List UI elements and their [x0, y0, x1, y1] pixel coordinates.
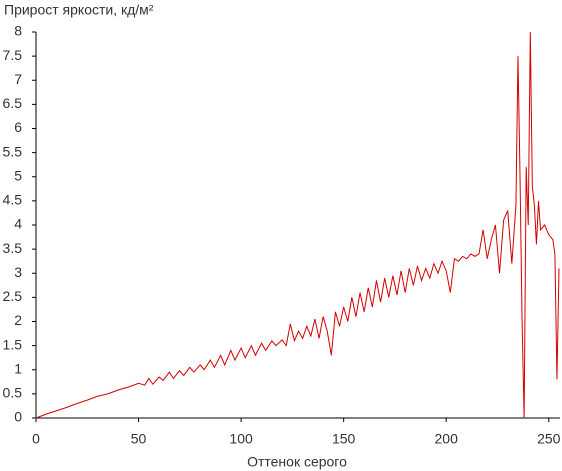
x-tick-label: 250 — [537, 431, 561, 447]
x-axis-label: Оттенок серого — [247, 454, 347, 470]
y-tick-label: 3.5 — [3, 240, 23, 256]
y-tick-label: 0 — [14, 409, 22, 425]
x-tick-label: 0 — [32, 431, 40, 447]
y-tick-label: 5.5 — [3, 143, 23, 159]
y-tick-label: 2.5 — [3, 288, 23, 304]
y-tick-label: 4 — [14, 216, 22, 232]
x-tick-label: 50 — [131, 431, 147, 447]
x-tick-label: 150 — [332, 431, 356, 447]
x-tick-label: 200 — [435, 431, 459, 447]
y-tick-label: 1 — [14, 360, 22, 376]
y-tick-label: 1.5 — [3, 336, 23, 352]
y-tick-label: 7.5 — [3, 47, 23, 63]
x-tick-label: 100 — [229, 431, 253, 447]
y-tick-label: 0.5 — [3, 385, 23, 401]
chart-title: Прирост яркости, кд/м² — [4, 2, 154, 18]
y-tick-label: 4.5 — [3, 192, 23, 208]
y-tick-label: 3 — [14, 264, 22, 280]
data-line — [35, 31, 560, 419]
y-tick-label: 7 — [14, 71, 22, 87]
y-tick-label: 6 — [14, 119, 22, 135]
y-tick-label: 2 — [14, 312, 22, 328]
y-tick-label: 8 — [14, 23, 22, 39]
y-tick-label: 5 — [14, 167, 22, 183]
y-tick-label: 6.5 — [3, 95, 23, 111]
